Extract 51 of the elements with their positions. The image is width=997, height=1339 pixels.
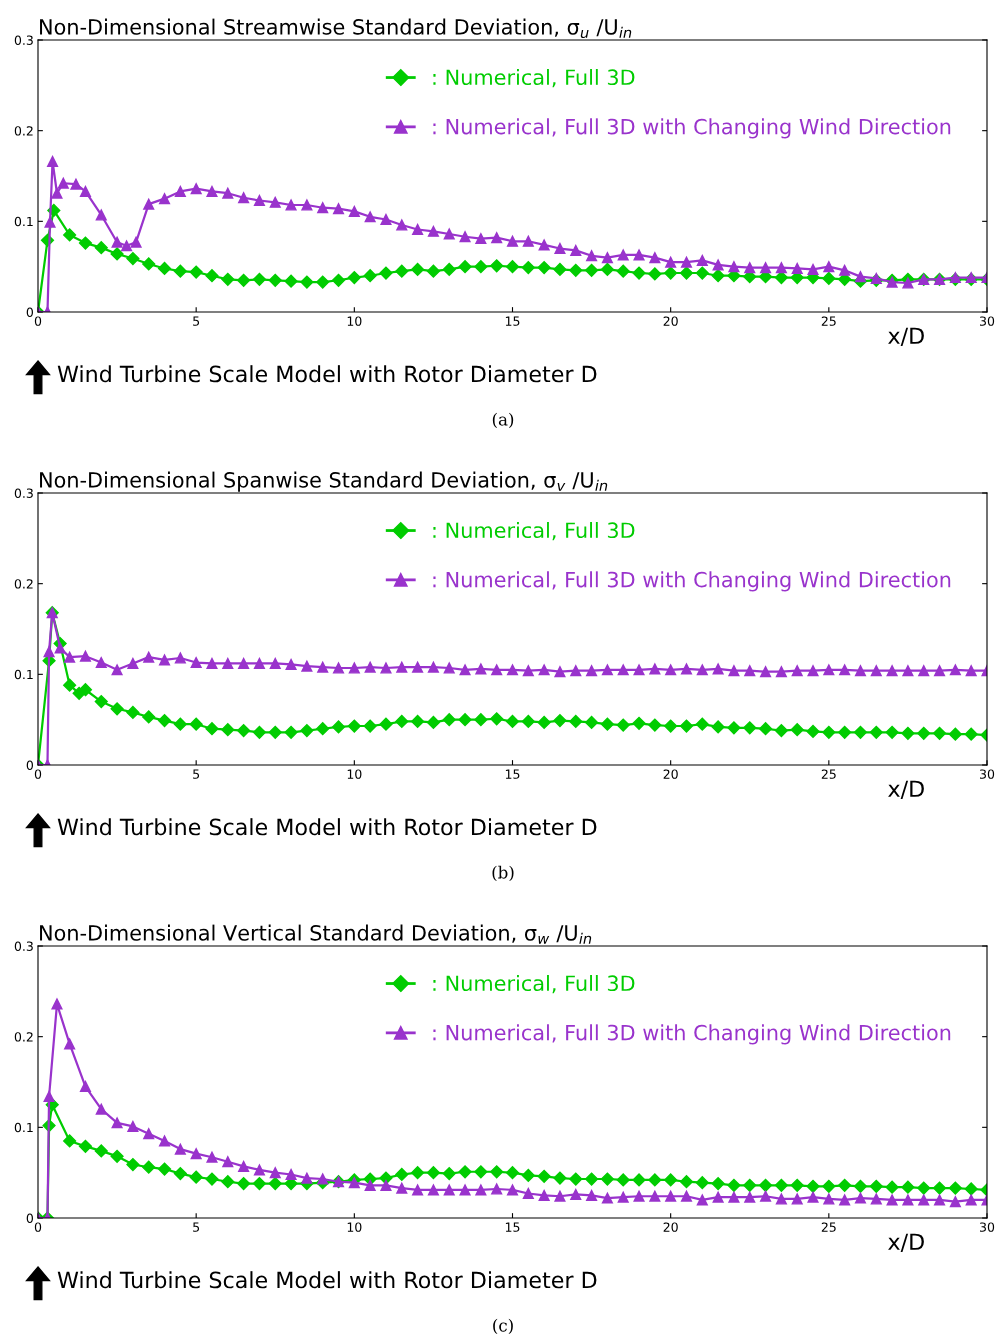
y-tick-label: 0.2 xyxy=(14,579,33,589)
y-tick-label: 0.2 xyxy=(14,126,33,136)
text: (c) xyxy=(493,1318,513,1334)
x-tick-label: 20 xyxy=(663,1222,678,1232)
x-tick-label: 5 xyxy=(193,769,200,779)
x-tick-label: 25 xyxy=(821,769,836,779)
text: (b) xyxy=(492,865,514,881)
x-tick-label: 30 xyxy=(980,1222,995,1232)
x-tick-label: 25 xyxy=(821,1222,836,1232)
text: Wind Turbine Scale Model with Rotor Diameter D xyxy=(57,1271,597,1289)
x-tick-label: 5 xyxy=(193,316,200,326)
x-tick-label: 15 xyxy=(505,316,520,326)
x-tick-label: 15 xyxy=(505,769,520,779)
x-tick-label: 0 xyxy=(34,769,42,779)
chart-title: Non-Dimensional Streamwise Standard Deviation, σ$_{u}$ /U$_{in}$ xyxy=(40,18,632,39)
x-tick-label: 15 xyxy=(505,1222,520,1232)
x-axis-title: x/D xyxy=(888,780,924,799)
y-tick-label: 0.2 xyxy=(14,1032,33,1042)
x-tick-label: 20 xyxy=(663,769,678,779)
text: (a) xyxy=(492,412,514,428)
x-tick-label: 10 xyxy=(347,769,362,779)
y-tick-label: 0.1 xyxy=(14,216,33,227)
y-tick-label: 0.1 xyxy=(14,669,33,680)
y-tick-label: 0.3 xyxy=(14,35,33,45)
x-tick-label: 10 xyxy=(347,316,362,326)
x-axis-title: x/D xyxy=(888,1233,924,1252)
x-axis-title: x/D xyxy=(888,327,924,346)
x-tick-label: 5 xyxy=(193,1222,200,1232)
legend-label: : Numerical, Full 3D xyxy=(433,68,635,88)
x-tick-label: 0 xyxy=(34,1222,42,1232)
text: Wind Turbine Scale Model with Rotor Diameter D xyxy=(57,365,597,383)
y-tick-label: 0.3 xyxy=(14,488,33,498)
x-tick-label: 25 xyxy=(821,316,836,326)
x-tick-label: 10 xyxy=(347,1222,362,1232)
x-tick-label: 30 xyxy=(980,769,995,779)
legend-label: : Numerical, Full 3D with Changing Wind Direction xyxy=(433,571,951,592)
y-tick-label: 0 xyxy=(26,760,33,770)
legend-label: : Numerical, Full 3D xyxy=(433,974,635,994)
y-tick-label: 0.3 xyxy=(14,941,33,951)
x-tick-label: 0 xyxy=(34,316,42,326)
legend-label: : Numerical, Full 3D with Changing Wind Direction xyxy=(433,1024,951,1045)
y-tick-label: 0 xyxy=(26,307,33,317)
text: Wind Turbine Scale Model with Rotor Diameter D xyxy=(57,818,597,836)
y-tick-label: 0 xyxy=(26,1213,33,1223)
legend-label: : Numerical, Full 3D xyxy=(433,521,635,541)
x-tick-label: 30 xyxy=(980,316,995,326)
chart-title: Non-Dimensional Vertical Standard Deviation, σ$_{w}$ /U$_{in}$ xyxy=(40,924,592,944)
legend-label: : Numerical, Full 3D with Changing Wind Direction xyxy=(433,118,951,139)
chart-title: Non-Dimensional Spanwise Standard Deviation, σ$_{v}$ /U$_{in}$ xyxy=(40,471,608,492)
y-tick-label: 0.1 xyxy=(14,1122,33,1133)
x-tick-label: 20 xyxy=(663,316,678,326)
